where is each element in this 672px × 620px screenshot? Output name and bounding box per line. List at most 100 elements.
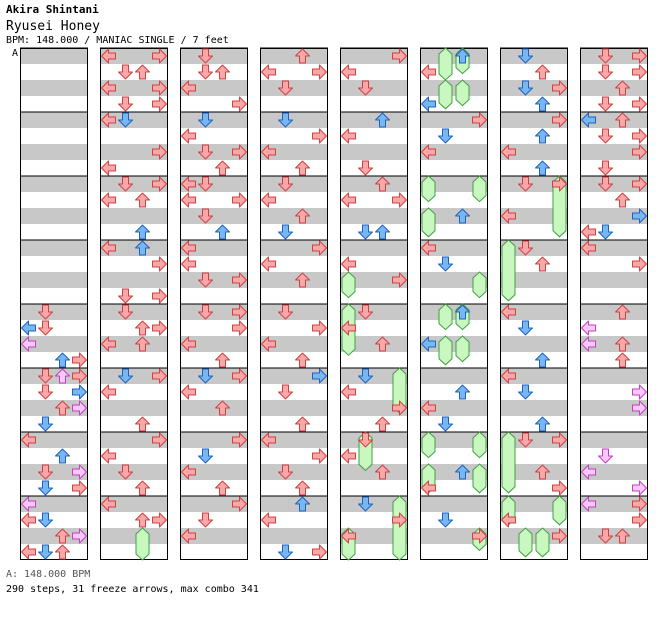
down-arrow-icon bbox=[598, 128, 613, 144]
up-arrow-icon bbox=[375, 176, 390, 192]
left-arrow-icon bbox=[101, 240, 116, 256]
up-arrow-icon bbox=[535, 256, 550, 272]
freeze-arrow bbox=[552, 495, 567, 526]
left-arrow-icon bbox=[501, 368, 516, 384]
beat-stripe bbox=[260, 304, 328, 320]
beat-stripe bbox=[180, 80, 248, 96]
left-arrow-icon bbox=[341, 192, 356, 208]
left-arrow-icon bbox=[581, 336, 596, 352]
down-arrow-icon bbox=[198, 512, 213, 528]
beat-stripe bbox=[500, 80, 568, 96]
right-arrow-icon bbox=[232, 144, 247, 160]
beat-stripe bbox=[100, 400, 168, 416]
left-arrow-icon bbox=[341, 448, 356, 464]
up-arrow-icon bbox=[535, 96, 550, 112]
down-arrow-icon bbox=[118, 112, 133, 128]
beat-stripe bbox=[100, 464, 168, 480]
up-arrow-icon bbox=[615, 352, 630, 368]
left-arrow-icon bbox=[181, 128, 196, 144]
right-arrow-icon bbox=[472, 528, 487, 544]
right-arrow-icon bbox=[72, 464, 87, 480]
down-arrow-icon bbox=[198, 448, 213, 464]
beat-stripe bbox=[20, 80, 88, 96]
down-arrow-icon bbox=[118, 304, 133, 320]
up-arrow-icon bbox=[135, 336, 150, 352]
up-arrow-icon bbox=[535, 160, 550, 176]
beat-stripe bbox=[260, 336, 328, 352]
beat-stripe bbox=[20, 400, 88, 416]
beat-stripe bbox=[500, 272, 568, 288]
down-arrow-icon bbox=[278, 80, 293, 96]
up-arrow-icon bbox=[455, 208, 470, 224]
up-arrow-icon bbox=[455, 304, 470, 320]
beat-stripe bbox=[500, 368, 568, 384]
beat-stripe bbox=[580, 432, 648, 448]
chart-column bbox=[20, 48, 88, 560]
down-arrow-icon bbox=[358, 432, 373, 448]
freeze-arrow bbox=[135, 527, 150, 561]
beat-stripe bbox=[420, 176, 488, 192]
beat-stripe bbox=[420, 432, 488, 448]
beat-stripe bbox=[20, 272, 88, 288]
right-arrow-icon bbox=[232, 96, 247, 112]
left-arrow-icon bbox=[501, 512, 516, 528]
right-arrow-icon bbox=[392, 512, 407, 528]
beat-stripe bbox=[500, 240, 568, 256]
left-arrow-icon bbox=[261, 512, 276, 528]
down-arrow-icon bbox=[198, 368, 213, 384]
right-arrow-icon bbox=[312, 64, 327, 80]
right-arrow-icon bbox=[552, 432, 567, 448]
up-arrow-icon bbox=[375, 464, 390, 480]
left-arrow-icon bbox=[21, 512, 36, 528]
beat-stripe bbox=[100, 528, 168, 544]
bpm-legend: A: 148.000 BPM bbox=[6, 569, 91, 580]
beat-stripe bbox=[580, 400, 648, 416]
left-arrow-icon bbox=[421, 240, 436, 256]
down-arrow-icon bbox=[278, 544, 293, 560]
freeze-arrow bbox=[341, 271, 356, 299]
down-arrow-icon bbox=[358, 160, 373, 176]
beat-stripe bbox=[260, 432, 328, 448]
chart-column bbox=[340, 48, 408, 560]
beat-stripe bbox=[100, 176, 168, 192]
left-arrow-icon bbox=[101, 112, 116, 128]
beat-stripe bbox=[580, 304, 648, 320]
down-arrow-icon bbox=[118, 64, 133, 80]
beat-stripe bbox=[420, 80, 488, 96]
down-arrow-icon bbox=[278, 176, 293, 192]
down-arrow-icon bbox=[598, 176, 613, 192]
left-arrow-icon bbox=[101, 192, 116, 208]
beat-stripe bbox=[340, 112, 408, 128]
right-arrow-icon bbox=[72, 368, 87, 384]
freeze-arrow bbox=[501, 431, 516, 494]
up-arrow-icon bbox=[615, 528, 630, 544]
beat-stripe bbox=[100, 368, 168, 384]
chart-column bbox=[580, 48, 648, 560]
left-arrow-icon bbox=[421, 336, 436, 352]
down-arrow-icon bbox=[438, 512, 453, 528]
left-arrow-icon bbox=[21, 336, 36, 352]
beat-stripe bbox=[260, 112, 328, 128]
beat-stripe bbox=[500, 496, 568, 512]
down-arrow-icon bbox=[438, 128, 453, 144]
chart-column bbox=[500, 48, 568, 560]
right-arrow-icon bbox=[72, 352, 87, 368]
down-arrow-icon bbox=[518, 320, 533, 336]
right-arrow-icon bbox=[392, 192, 407, 208]
beat-stripe bbox=[420, 208, 488, 224]
down-arrow-icon bbox=[38, 416, 53, 432]
left-arrow-icon bbox=[341, 64, 356, 80]
chart-column bbox=[180, 48, 248, 560]
right-arrow-icon bbox=[232, 304, 247, 320]
left-arrow-icon bbox=[581, 112, 596, 128]
right-arrow-icon bbox=[72, 528, 87, 544]
right-arrow-icon bbox=[472, 112, 487, 128]
beat-stripe bbox=[100, 496, 168, 512]
beat-stripe bbox=[580, 240, 648, 256]
beat-stripe bbox=[180, 112, 248, 128]
left-arrow-icon bbox=[101, 48, 116, 64]
beat-stripe bbox=[500, 336, 568, 352]
right-arrow-icon bbox=[312, 320, 327, 336]
beat-stripe bbox=[180, 176, 248, 192]
beat-stripe bbox=[340, 208, 408, 224]
